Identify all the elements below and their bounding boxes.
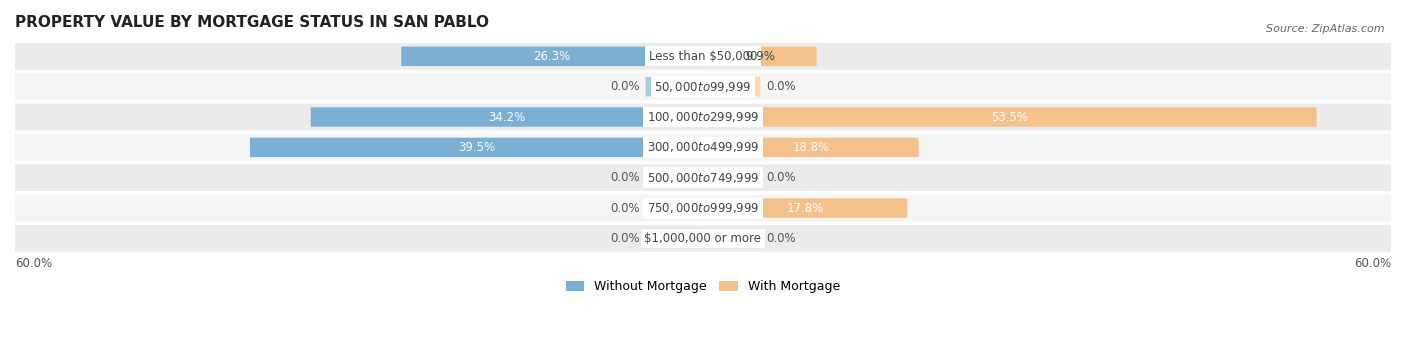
FancyBboxPatch shape bbox=[15, 104, 1391, 130]
Text: 39.5%: 39.5% bbox=[458, 141, 495, 154]
FancyBboxPatch shape bbox=[645, 198, 703, 218]
Text: 0.0%: 0.0% bbox=[766, 232, 796, 245]
Text: Less than $50,000: Less than $50,000 bbox=[648, 50, 758, 63]
FancyBboxPatch shape bbox=[250, 138, 703, 157]
FancyBboxPatch shape bbox=[15, 73, 1391, 100]
FancyBboxPatch shape bbox=[401, 47, 703, 66]
FancyBboxPatch shape bbox=[645, 229, 703, 248]
FancyBboxPatch shape bbox=[703, 198, 907, 218]
Text: 0.0%: 0.0% bbox=[610, 202, 640, 215]
Text: 0.0%: 0.0% bbox=[610, 80, 640, 93]
Legend: Without Mortgage, With Mortgage: Without Mortgage, With Mortgage bbox=[561, 275, 845, 299]
FancyBboxPatch shape bbox=[703, 168, 761, 187]
FancyBboxPatch shape bbox=[15, 195, 1391, 221]
Text: $500,000 to $749,999: $500,000 to $749,999 bbox=[647, 171, 759, 185]
FancyBboxPatch shape bbox=[703, 107, 1316, 127]
Text: $750,000 to $999,999: $750,000 to $999,999 bbox=[647, 201, 759, 215]
FancyBboxPatch shape bbox=[703, 138, 918, 157]
Text: 26.3%: 26.3% bbox=[534, 50, 571, 63]
FancyBboxPatch shape bbox=[703, 229, 761, 248]
Text: 0.0%: 0.0% bbox=[610, 232, 640, 245]
FancyBboxPatch shape bbox=[15, 164, 1391, 191]
FancyBboxPatch shape bbox=[645, 77, 703, 96]
Text: $100,000 to $299,999: $100,000 to $299,999 bbox=[647, 110, 759, 124]
Text: 60.0%: 60.0% bbox=[1354, 257, 1391, 270]
FancyBboxPatch shape bbox=[15, 225, 1391, 252]
FancyBboxPatch shape bbox=[15, 134, 1391, 161]
FancyBboxPatch shape bbox=[703, 47, 817, 66]
Text: 17.8%: 17.8% bbox=[786, 202, 824, 215]
Text: 0.0%: 0.0% bbox=[766, 80, 796, 93]
Text: PROPERTY VALUE BY MORTGAGE STATUS IN SAN PABLO: PROPERTY VALUE BY MORTGAGE STATUS IN SAN… bbox=[15, 15, 489, 30]
Text: Source: ZipAtlas.com: Source: ZipAtlas.com bbox=[1267, 24, 1385, 34]
Text: 0.0%: 0.0% bbox=[610, 171, 640, 184]
Text: 60.0%: 60.0% bbox=[15, 257, 52, 270]
Text: $1,000,000 or more: $1,000,000 or more bbox=[644, 232, 762, 245]
Text: 53.5%: 53.5% bbox=[991, 110, 1028, 123]
Text: $50,000 to $99,999: $50,000 to $99,999 bbox=[654, 80, 752, 94]
FancyBboxPatch shape bbox=[15, 43, 1391, 70]
Text: $300,000 to $499,999: $300,000 to $499,999 bbox=[647, 140, 759, 154]
Text: 9.9%: 9.9% bbox=[745, 50, 775, 63]
Text: 34.2%: 34.2% bbox=[488, 110, 526, 123]
Text: 18.8%: 18.8% bbox=[792, 141, 830, 154]
FancyBboxPatch shape bbox=[311, 107, 703, 127]
Text: 0.0%: 0.0% bbox=[766, 171, 796, 184]
FancyBboxPatch shape bbox=[703, 77, 761, 96]
FancyBboxPatch shape bbox=[645, 168, 703, 187]
